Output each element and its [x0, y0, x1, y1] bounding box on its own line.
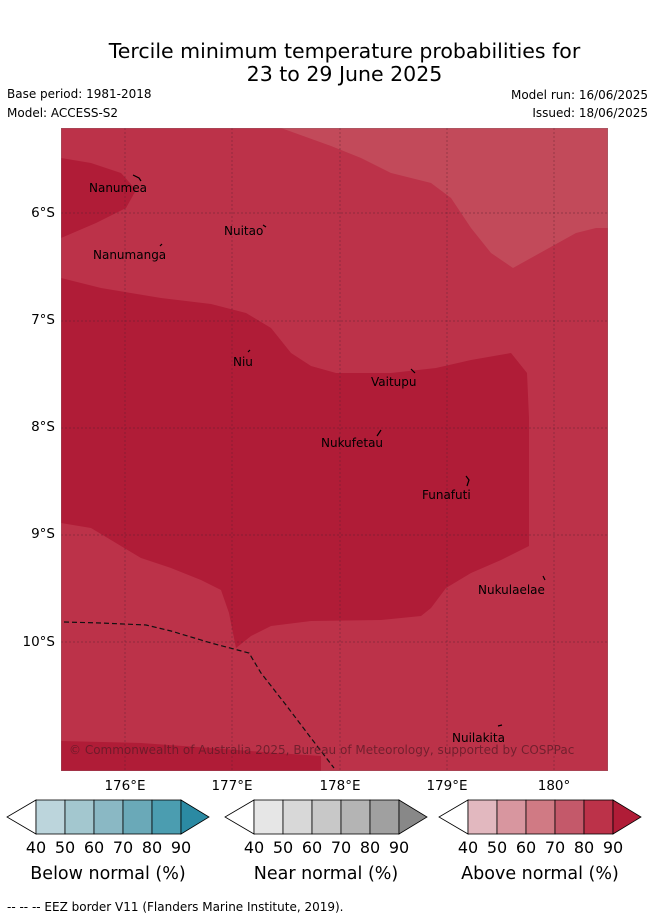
lat-label-9s: 9°S [31, 526, 55, 542]
island-nukulaelae [542, 575, 546, 581]
near-tick-70: 70 [330, 838, 352, 857]
map-region-above-80-north [61, 158, 136, 238]
title-line-2: 23 to 29 June 2025 [246, 62, 443, 86]
below-swatch-2 [64, 799, 95, 835]
place-nuitao: Nuitao [224, 224, 263, 238]
below-tick-50: 50 [54, 838, 76, 857]
lat-label-6s: 6°S [31, 205, 55, 221]
place-niu: Niu [233, 355, 253, 369]
island-nanumanga [159, 243, 163, 247]
lon-gridlines [124, 128, 555, 771]
below-tick-40: 40 [25, 838, 47, 857]
above-swatch-1 [467, 799, 498, 835]
above-tick-90: 90 [602, 838, 624, 857]
place-nuilakita: Nuilakita [452, 731, 505, 745]
island-vaitupu [410, 368, 416, 374]
island-funafuti [465, 475, 470, 487]
lon-label-179e: 179°E [426, 778, 468, 794]
near-tick-40: 40 [243, 838, 265, 857]
map-region-above-80-south [61, 741, 321, 771]
place-nanumea: Nanumea [89, 181, 147, 195]
base-period: Base period: 1981-2018 [7, 87, 152, 101]
islands [132, 174, 546, 727]
place-funafuti: Funafuti [422, 488, 471, 502]
island-nuitao [262, 224, 267, 228]
colorbar-title-near: Near normal (%) [253, 864, 399, 884]
colorbar-above-normal [438, 799, 642, 835]
near-swatch-6 [398, 799, 428, 835]
above-swatch-5 [583, 799, 614, 835]
lat-gridlines [61, 212, 608, 643]
island-nuilakita [497, 724, 503, 727]
model-name: Model: ACCESS-S2 [7, 106, 119, 120]
near-swatch-0 [224, 799, 255, 835]
below-swatch-1 [35, 799, 66, 835]
above-swatch-0 [438, 799, 469, 835]
island-nanumea [132, 174, 142, 182]
below-swatch-6 [180, 799, 210, 835]
near-swatch-1 [253, 799, 284, 835]
eez-border [63, 621, 335, 769]
title-line-1: Tercile minimum temperature probabilitie… [108, 39, 581, 63]
above-swatch-2 [496, 799, 527, 835]
above-tick-60: 60 [515, 838, 537, 857]
colorbar-title-below: Below normal (%) [30, 864, 186, 884]
below-swatch-4 [122, 799, 153, 835]
lon-label-177e: 177°E [211, 778, 253, 794]
island-nukufetau [376, 429, 382, 437]
place-nanumanga: Nanumanga [93, 248, 166, 262]
lon-label-180: 180° [537, 778, 571, 794]
map-region-above-80 [61, 278, 529, 648]
near-swatch-3 [311, 799, 342, 835]
issued-date: Issued: 18/06/2025 [532, 106, 648, 120]
colorbar-title-above: Above normal (%) [461, 864, 619, 884]
colorbar-below-normal [6, 799, 210, 835]
model-run: Model run: 16/06/2025 [510, 88, 648, 102]
lat-label-8s: 8°S [31, 419, 55, 435]
lat-label-10s: 10°S [22, 634, 56, 650]
above-tick-40: 40 [457, 838, 479, 857]
place-nukulaelae: Nukulaelae [478, 583, 545, 597]
above-swatch-6 [612, 799, 642, 835]
map-region-above-60 [281, 128, 608, 268]
below-tick-70: 70 [112, 838, 134, 857]
lon-label-176e: 176°E [104, 778, 146, 794]
below-tick-80: 80 [141, 838, 163, 857]
probability-map: Nanumea Nuitao Nanumanga Niu Vaitupu Nuk… [61, 128, 608, 771]
colorbar-near-normal [224, 799, 428, 835]
below-tick-60: 60 [83, 838, 105, 857]
above-tick-80: 80 [573, 838, 595, 857]
eez-footnote: -- -- -- EEZ border V11 (Flanders Marine… [7, 900, 344, 914]
colorbar-near-swatches [224, 799, 428, 835]
below-tick-90: 90 [170, 838, 192, 857]
above-tick-50: 50 [486, 838, 508, 857]
below-swatch-5 [151, 799, 182, 835]
lon-label-178e: 178°E [319, 778, 361, 794]
above-tick-70: 70 [544, 838, 566, 857]
chart-title: Tercile minimum temperature probabilitie… [0, 40, 655, 86]
lat-label-7s: 7°S [31, 312, 55, 328]
near-swatch-4 [340, 799, 371, 835]
near-swatch-5 [369, 799, 400, 835]
near-swatch-2 [282, 799, 313, 835]
copyright-notice: © Commonwealth of Australia 2025, Bureau… [69, 743, 574, 757]
near-tick-90: 90 [388, 838, 410, 857]
near-tick-80: 80 [359, 838, 381, 857]
colorbar-below-swatches [6, 799, 210, 835]
place-nukufetau: Nukufetau [321, 436, 383, 450]
below-swatch-0 [6, 799, 37, 835]
place-vaitupu: Vaitupu [371, 375, 417, 389]
island-niu [247, 349, 251, 353]
below-swatch-3 [93, 799, 124, 835]
above-swatch-3 [525, 799, 556, 835]
colorbar-above-swatches [438, 799, 642, 835]
above-swatch-4 [554, 799, 585, 835]
near-tick-50: 50 [272, 838, 294, 857]
near-tick-60: 60 [301, 838, 323, 857]
